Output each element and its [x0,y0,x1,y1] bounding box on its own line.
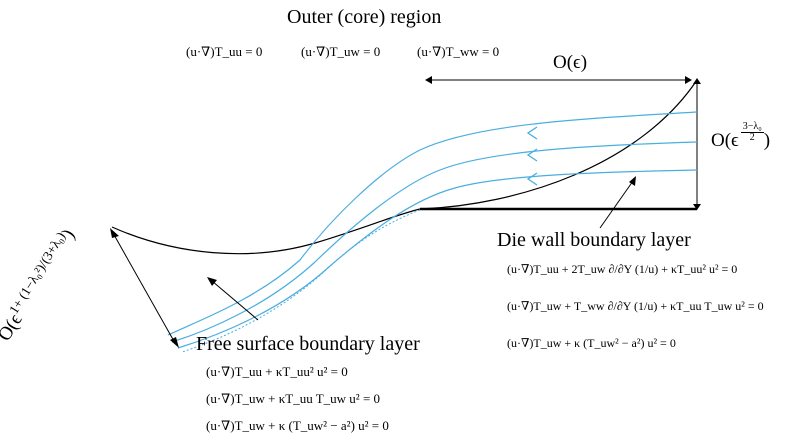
streamline-arrow [526,148,538,162]
free-surface-curve [111,208,421,255]
free-surface-pointer [211,280,259,321]
streamline-arrow [526,126,538,140]
outer-equation: (u·∇)T_uw = 0 [301,44,381,59]
order-die-prefix: O [711,130,725,151]
die-wall-title: Die wall boundary layer [497,229,691,251]
streamline [167,111,698,336]
die-wall-equation: (u·∇)T_uw + κ (T_uw² − a²) u² = 0 [507,336,676,350]
free-surface-title: Free surface boundary layer [196,333,420,355]
die-wall-pointer [599,180,634,229]
order-width-label: O(ϵ) [553,52,588,73]
streamline-arrow [526,172,538,186]
die-boundary-layer-edge [419,79,698,210]
outer-region-title: Outer (core) region [287,6,442,28]
die-wall-equation: (u·∇)T_uw + T_ww ∂/∂Y (1/u) + κT_uu T_uw… [507,299,764,313]
order-die-exp-num: 3−λ₀ [740,121,764,134]
streamline [177,169,698,349]
free-surface-equation: (u·∇)T_uu + κT_uu² u² = 0 [206,364,348,379]
streamline [181,209,421,353]
free-surface-equation: (u·∇)T_uw + κ (T_uw² − a²) u² = 0 [206,418,389,433]
order-die-layer-label: O(ϵ 3−λ₀ 2) [711,121,771,151]
outer-equation: (u·∇)T_ww = 0 [417,44,500,59]
outer-equation: (u·∇)T_uu = 0 [186,44,263,59]
free-surface-equation: (u·∇)T_uw + κT_uu T_uw u² = 0 [206,391,381,406]
free-layer-thickness-arrow [112,232,176,344]
order-die-exp-den: 2 [749,132,755,144]
die-wall-equation: (u·∇)T_uu + 2T_uw ∂/∂Y (1/u) + κT_uu² u²… [507,262,738,276]
streamline [171,141,698,343]
